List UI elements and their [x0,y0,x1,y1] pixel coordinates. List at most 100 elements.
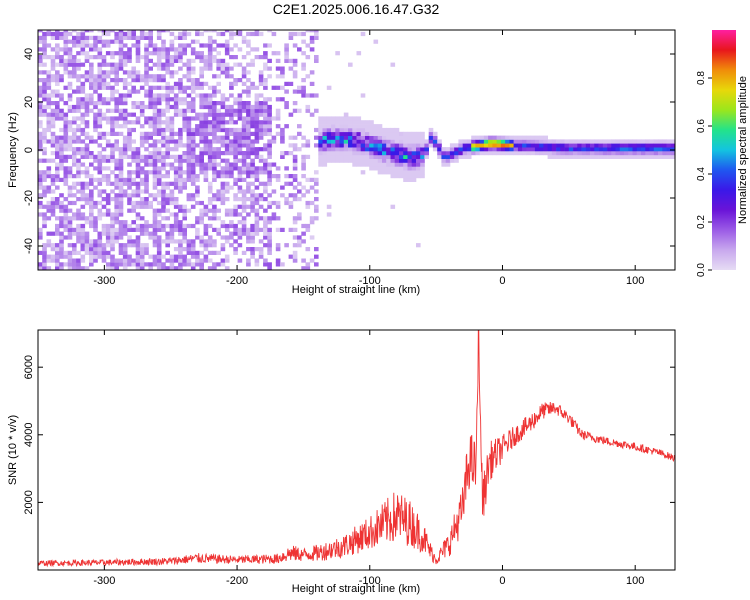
spectrogram-cell [182,112,187,117]
spectrogram-cell [110,220,115,225]
spectrogram-cell [110,189,115,194]
spectrogram-cell [254,116,260,121]
spectrogram-cell [229,35,234,40]
spectrogram-cell [543,135,548,140]
spectrogram-cell [110,89,115,94]
spectrogram-cell [148,85,153,90]
spectrogram-cell [263,231,268,236]
spectrogram-cell [309,39,315,44]
spectrogram-cell [152,223,158,229]
spectrogram-cell [110,197,115,202]
spectrogram-cell [139,85,145,90]
spectrogram-cell [458,151,463,156]
spectrogram-cell [420,166,425,171]
spectrogram-cell [437,151,442,156]
spectrogram-cell [114,78,119,83]
spectrogram-cell [373,166,379,171]
spectrogram-cell [50,212,56,217]
spectrogram-cell [560,154,565,159]
spectrogram-cell [212,197,217,202]
spectrogram-cell [267,262,272,267]
spectrogram-cell [224,197,230,202]
spectrogram-cell [173,81,179,86]
spectrogram-cell [505,143,510,148]
spectrogram-cell [420,170,425,175]
spectrogram-cell [38,120,43,125]
spectrogram-cell [207,181,213,186]
spectrogram-cell [301,185,306,190]
spectrogram-cell [122,250,128,255]
spectrogram-cell [50,135,56,140]
spectrogram-cell [373,162,379,167]
spectrogram-cell [203,143,209,148]
spectrogram-cell [203,243,209,248]
spectrogram-cell [152,262,158,267]
spectrogram-cell [407,151,413,156]
spectrogram-cell [127,208,132,213]
spectrogram-cell [156,262,162,267]
spectrogram-cell [152,108,158,113]
spectrogram-cell [72,247,77,252]
spectrogram-cell [84,200,90,206]
spectrogram-cell [250,143,255,148]
spectrogram-cell [101,85,107,90]
spectrogram-cell [178,35,183,40]
spectrogram-cell [373,151,379,156]
spectrogram-cell [182,227,187,232]
spectrogram-cell [352,131,357,136]
spectrogram-cell [628,143,633,148]
spectrogram-cell [309,216,315,221]
spectrogram-cell [373,124,379,129]
spectrogram-cell [224,120,230,125]
spectrogram-cell [377,139,383,144]
spectrogram-cell [148,131,153,136]
spectrogram-cell [305,247,311,252]
spectrogram-cell [229,208,234,213]
spectrogram-cell [110,97,115,102]
spectrogram-cell [105,166,111,171]
spectrogram-cell [50,158,56,163]
spectrogram-cell [263,185,268,190]
spectrogram-cell [309,30,315,33]
spectrogram-cell [258,250,264,255]
spectrogram-cell [212,216,217,221]
spectrogram-cell [72,162,77,167]
spectrogram-cell [275,112,281,117]
spectrogram-cell [662,154,667,159]
spectrogram-cell [165,97,170,102]
spectrogram-cell [122,139,128,144]
spectrogram-cell [156,47,162,52]
spectrogram-cell [93,247,98,252]
spectrogram-cell [42,62,47,67]
spectrogram-cell [271,200,277,206]
spectrogram-cell [101,174,107,179]
spectrogram-cell [292,108,298,113]
spectrogram-cell [263,170,268,175]
spectrogram-cell [365,135,370,140]
spectrogram-cell [488,135,493,140]
spectrogram-cell [38,89,43,94]
spectrogram-cell [190,151,196,156]
spectrogram-cell [224,212,230,217]
spectrogram-cell [139,200,145,206]
spectrogram-cell [67,185,73,190]
spectrogram-cell [72,120,77,125]
spectrogram-cell [80,139,86,144]
spectrogram-cell [322,147,328,152]
spectrogram-cell [72,35,77,40]
spectrogram-cell [42,93,47,98]
spectrogram-cell [169,58,175,63]
spectrogram-cell [105,223,111,229]
spectrogram-cell [258,93,264,98]
spectrogram-cell [127,139,132,144]
spectrogram-cell [139,266,145,270]
spectrogram-cell [492,143,497,148]
spectrogram-cell [229,147,234,152]
spectrogram-cell [216,112,221,117]
spectrogram-cell [309,47,315,52]
spectrogram-cell [246,43,251,48]
spectrogram-cell [84,112,90,117]
spectrogram-cell [411,170,417,175]
spectrogram-cell [173,174,179,179]
spectrogram-cell [250,85,255,90]
